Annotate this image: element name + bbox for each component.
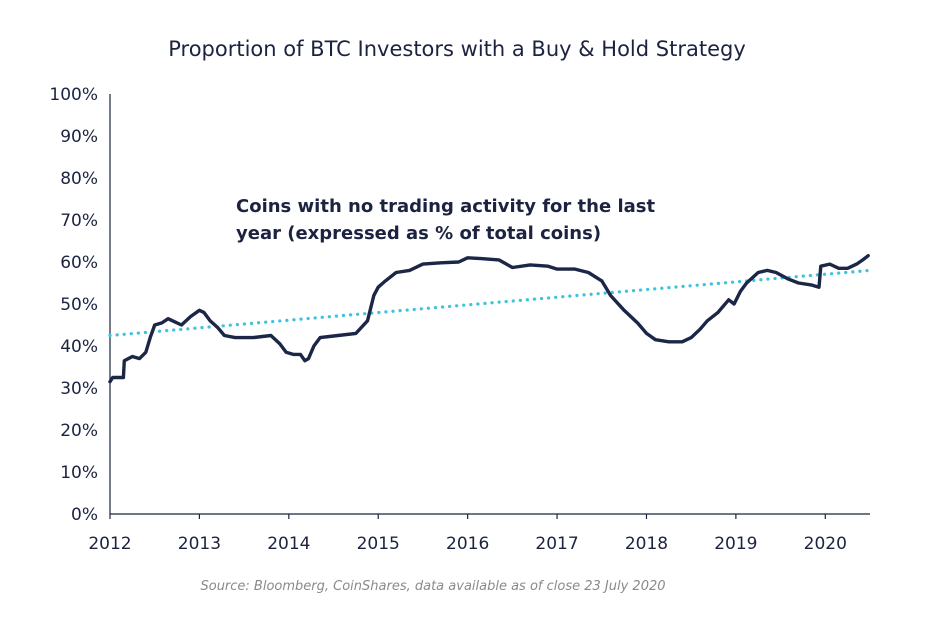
y-tick-label: 40% (60, 337, 98, 357)
y-tick-label: 20% (60, 421, 98, 441)
x-tick-label: 2019 (714, 534, 757, 554)
chart-title: Proportion of BTC Investors with a Buy &… (168, 37, 746, 61)
y-tick-label: 10% (60, 463, 98, 483)
buy-hold-proportion-series (108, 254, 870, 384)
y-tick-label: 100% (49, 85, 98, 105)
y-tick-label: 70% (60, 211, 98, 231)
x-tick-label: 2013 (178, 534, 221, 554)
x-tick-label: 2020 (804, 534, 847, 554)
x-axis-ticks: 2012 2013 2014 2015 2016 2017 2018 2019 2020 (88, 514, 847, 554)
x-tick-label: 2012 (88, 534, 131, 554)
trend-line-series (108, 268, 872, 338)
x-tick-label: 2014 (267, 534, 310, 554)
y-tick-label: 90% (60, 127, 98, 147)
x-tick-label: 2018 (625, 534, 668, 554)
x-tick-label: 2016 (446, 534, 489, 554)
y-tick-label: 50% (60, 295, 98, 315)
y-tick-label: 80% (60, 169, 98, 189)
y-tick-label: 60% (60, 253, 98, 273)
annotation-line-1: Coins with no trading activity for the l… (236, 196, 655, 217)
y-tick-label: 30% (60, 379, 98, 399)
x-tick-label: 2015 (357, 534, 400, 554)
y-tick-label: 0% (71, 505, 98, 525)
source-note: Source: Bloomberg, CoinShares, data avai… (200, 579, 665, 594)
y-axis-ticks: 0% 10% 20% 30% 40% 50% 60% 70% 80% 90% 100% (49, 85, 98, 525)
x-tick-label: 2017 (535, 534, 578, 554)
annotation-line-2: year (expressed as % of total coins) (236, 223, 601, 244)
